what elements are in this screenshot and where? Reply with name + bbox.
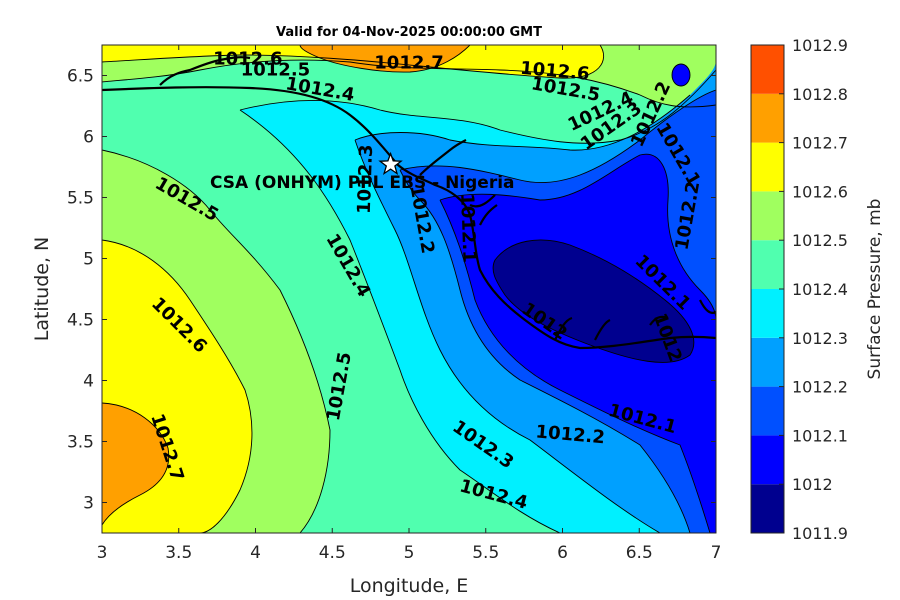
contour-1012-5 — [102, 59, 716, 108]
contour-1012-2 — [399, 89, 716, 533]
contour-lines — [102, 45, 716, 533]
contour-1012-6-left — [102, 239, 253, 533]
band-1012-7-left — [102, 403, 169, 525]
x-tick-label: 6.5 — [626, 543, 653, 563]
colorbar-swatch — [751, 435, 784, 485]
chart-title: Valid for 04-Nov-2025 00:00:00 GMT — [276, 25, 542, 40]
x-tick-label: 5 — [404, 543, 415, 563]
colorbar-swatch — [751, 289, 784, 338]
colorbar-tick-label: 1011.9 — [792, 524, 848, 543]
x-tick-label: 6 — [557, 543, 568, 563]
pressure-field — [102, 45, 716, 533]
contour-label: 1012.3 — [354, 144, 377, 214]
site-star-icon — [378, 151, 403, 176]
y-tick-label: 3.5 — [67, 433, 94, 453]
contour-label: 1012.6 — [213, 49, 282, 70]
y-axis: 3 3.5 4 4.5 5 5.5 6 6.5 — [67, 67, 716, 514]
band-1011-9 — [493, 240, 694, 363]
colorbar-swatch — [751, 191, 784, 241]
colorbar-swatch — [751, 240, 784, 289]
contour-label: 1012.1 — [456, 193, 479, 263]
colorbar-tick-label: 1012.6 — [792, 182, 848, 201]
site-marker-group: CSA (ONHYM) PPL EBS - Nigeria — [210, 151, 515, 193]
colorbar-tick-label: 1012.4 — [792, 280, 848, 299]
colorbar-swatch — [751, 45, 784, 94]
colorbar-swatch — [751, 386, 784, 436]
y-tick-label: 3 — [83, 494, 94, 514]
band-blob-1012 — [672, 64, 690, 86]
band-1012-6-top — [102, 45, 604, 79]
x-tick-label: 5.5 — [472, 543, 499, 563]
delta-inlets — [469, 194, 716, 341]
y-tick-label: 4.5 — [67, 311, 94, 331]
colorbar-swatch — [751, 484, 784, 533]
colorbar-tick-label: 1012 — [792, 475, 833, 494]
coastline-line — [102, 86, 716, 350]
colorbar-tick-label: 1012.7 — [792, 134, 848, 153]
y-axis-label: Latitude, N — [31, 237, 53, 342]
contour-1012-6 — [102, 45, 605, 79]
y-tick-label: 6.5 — [67, 67, 94, 87]
contour-1012-7 — [299, 45, 471, 73]
y-tick-label: 6 — [83, 128, 94, 148]
site-label: CSA (ONHYM) PPL EBS - Nigeria — [210, 173, 515, 193]
coastline — [102, 56, 716, 350]
band-1012-7-top — [300, 45, 470, 73]
x-axis-label: Longitude, E — [350, 575, 469, 597]
river-inlet — [419, 139, 467, 176]
colorbar: 1011.9 1012 1012.1 1012.2 1012.3 1012.4 1012.5… — [750, 36, 848, 543]
contour-1012-1 — [439, 153, 716, 533]
contour-1012 — [492, 239, 695, 363]
x-tick-label: 7 — [711, 543, 722, 563]
colorbar-swatch — [751, 337, 784, 387]
colorbar-tick-label: 1012.2 — [792, 378, 848, 397]
contour-blob — [671, 63, 691, 87]
contour-1012-3 — [354, 94, 691, 533]
x-tick-label: 4.5 — [319, 543, 346, 563]
colorbar-swatch — [751, 93, 784, 143]
colorbar-tick-label: 1012.5 — [792, 231, 848, 250]
x-tick-label: 4 — [250, 543, 261, 563]
contour-1012-7-left — [102, 402, 170, 526]
lagos-lagoon — [159, 56, 251, 86]
colorbar-tick-label: 1012.3 — [792, 329, 848, 348]
y-tick-label: 5 — [83, 250, 94, 270]
contour-label: 1012.5 — [241, 60, 310, 81]
x-tick-label: 3.5 — [165, 543, 192, 563]
colorbar-tick-label: 1012.1 — [792, 426, 848, 445]
colorbar-tick-label: 1012.8 — [792, 85, 848, 104]
x-axis: 3 3.5 4 4.5 5 5.5 6 6.5 7 — [97, 45, 722, 563]
colorbar-swatch — [751, 142, 784, 192]
y-tick-label: 4 — [83, 372, 94, 392]
x-tick-label: 3 — [97, 543, 108, 563]
colorbar-tick-label: 1012.9 — [792, 36, 848, 55]
contour-1012-5-left — [102, 149, 331, 533]
contour-1012-4 — [239, 69, 716, 533]
contour-label: 1012.7 — [374, 52, 443, 73]
colorbar-label: Surface Pressure, mb — [865, 199, 885, 380]
y-tick-label: 5.5 — [67, 189, 94, 209]
